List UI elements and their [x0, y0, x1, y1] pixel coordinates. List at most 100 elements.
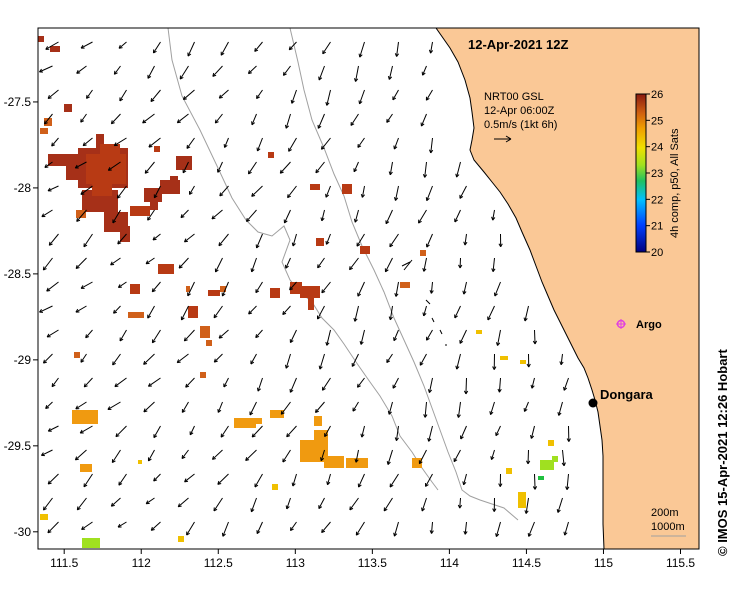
current-arrow-head [487, 317, 492, 321]
current-arrow [385, 209, 393, 224]
current-arrow-head [251, 122, 256, 126]
current-arrow [287, 185, 297, 198]
colorbar-label: 4h comp, p50, All Sats [669, 128, 681, 238]
current-arrow [492, 209, 495, 221]
current-arrow [387, 449, 393, 465]
current-arrow-head [322, 51, 327, 55]
current-arrow-head [425, 484, 429, 487]
current-arrow-head [286, 506, 290, 510]
current-arrow-head [281, 412, 285, 415]
current-arrow-head [354, 318, 358, 322]
colorbar-tick-label: 23 [651, 168, 663, 180]
current-arrow [531, 377, 535, 389]
current-arrow [497, 329, 501, 346]
current-arrow [357, 281, 365, 297]
current-arrow-head [291, 100, 295, 104]
current-arrow [360, 329, 365, 345]
sst-pixel [400, 282, 410, 288]
current-arrow-head [354, 219, 358, 223]
sst-pixel [290, 282, 302, 294]
current-arrow-head [83, 484, 88, 488]
current-arrow-head [463, 481, 467, 486]
current-arrow-head [421, 508, 426, 512]
current-arrow-head [498, 388, 502, 393]
current-arrow-head [187, 293, 191, 297]
current-arrow [148, 449, 155, 462]
current-arrow-head [117, 242, 122, 245]
current-arrow-head [215, 269, 219, 273]
current-arrow [215, 257, 223, 273]
current-arrow [181, 449, 189, 459]
current-arrow [189, 185, 195, 195]
current-arrow [79, 425, 93, 434]
current-arrow-head [421, 123, 425, 127]
current-arrow-head [119, 98, 124, 102]
current-arrow-head [524, 408, 528, 412]
current-arrow [286, 425, 297, 438]
sst-pixel [208, 290, 220, 296]
current-arrow [426, 233, 433, 248]
current-arrow [459, 329, 467, 344]
current-arrow [251, 185, 263, 197]
current-arrow [284, 209, 291, 224]
y-tick-label: -28.5 [4, 267, 32, 281]
current-arrow [282, 449, 291, 463]
current-arrow-head [153, 479, 158, 482]
current-arrow-head [360, 341, 364, 345]
current-arrow-head [151, 529, 155, 531]
current-arrow-head [493, 508, 497, 512]
current-arrow [530, 425, 535, 439]
current-arrow [290, 521, 297, 531]
current-arrow [86, 89, 93, 99]
current-arrow-head [465, 390, 469, 395]
current-arrow [428, 377, 433, 393]
current-arrow-head [147, 218, 151, 221]
current-time-label: 12-Apr 06:00Z [484, 105, 555, 117]
current-arrow [459, 497, 461, 509]
current-arrow [113, 305, 121, 314]
current-arrow-head [152, 238, 157, 241]
current-arrow [292, 473, 297, 487]
current-arrow [181, 305, 189, 321]
sst-pixel [272, 484, 278, 490]
current-arrow-head [215, 121, 219, 124]
current-arrow-head [464, 241, 468, 246]
current-arrow [81, 521, 93, 530]
current-arrow-head [534, 340, 538, 345]
current-arrow-head [394, 146, 398, 150]
current-arrow-head [317, 265, 321, 269]
sst-pixel [170, 176, 178, 188]
current-arrow [494, 281, 501, 297]
current-arrow-head [392, 97, 397, 101]
current-arrow-head [494, 293, 498, 297]
current-arrow-head [389, 171, 393, 176]
current-arrow [355, 521, 365, 536]
bathy-legend-1000: 1000m [651, 521, 685, 533]
sst-pixel [154, 146, 160, 152]
current-arrow-head [321, 147, 325, 150]
current-arrow [463, 281, 467, 295]
credit-label: © IMOS 15-Apr-2021 12:26 Hobart [715, 349, 730, 556]
current-arrow-head [492, 217, 496, 221]
sst-pixel [518, 492, 526, 508]
current-arrow-head [211, 217, 216, 220]
current-arrow [285, 353, 291, 369]
current-arrow [187, 281, 195, 297]
sst-pixel [130, 284, 140, 294]
x-axis: 111.5 112 112.5 113 113.5 114 114.5 115 115.5 [50, 549, 695, 570]
current-arrow [145, 497, 155, 505]
current-arrow-head [222, 293, 226, 297]
sst-pixel [130, 206, 150, 216]
current-arrow-head [423, 313, 427, 317]
sst-pixel [548, 440, 554, 446]
current-arrow-head [321, 291, 326, 294]
current-arrow-head [114, 72, 118, 75]
current-arrow [250, 353, 257, 365]
current-arrow-head [182, 170, 187, 174]
current-arrow-head [280, 171, 284, 174]
current-arrow-head [361, 194, 365, 198]
current-arrow [44, 161, 53, 168]
current-arrow-head [459, 504, 463, 509]
current-arrow-head [325, 194, 330, 198]
current-arrow-head [326, 241, 330, 245]
